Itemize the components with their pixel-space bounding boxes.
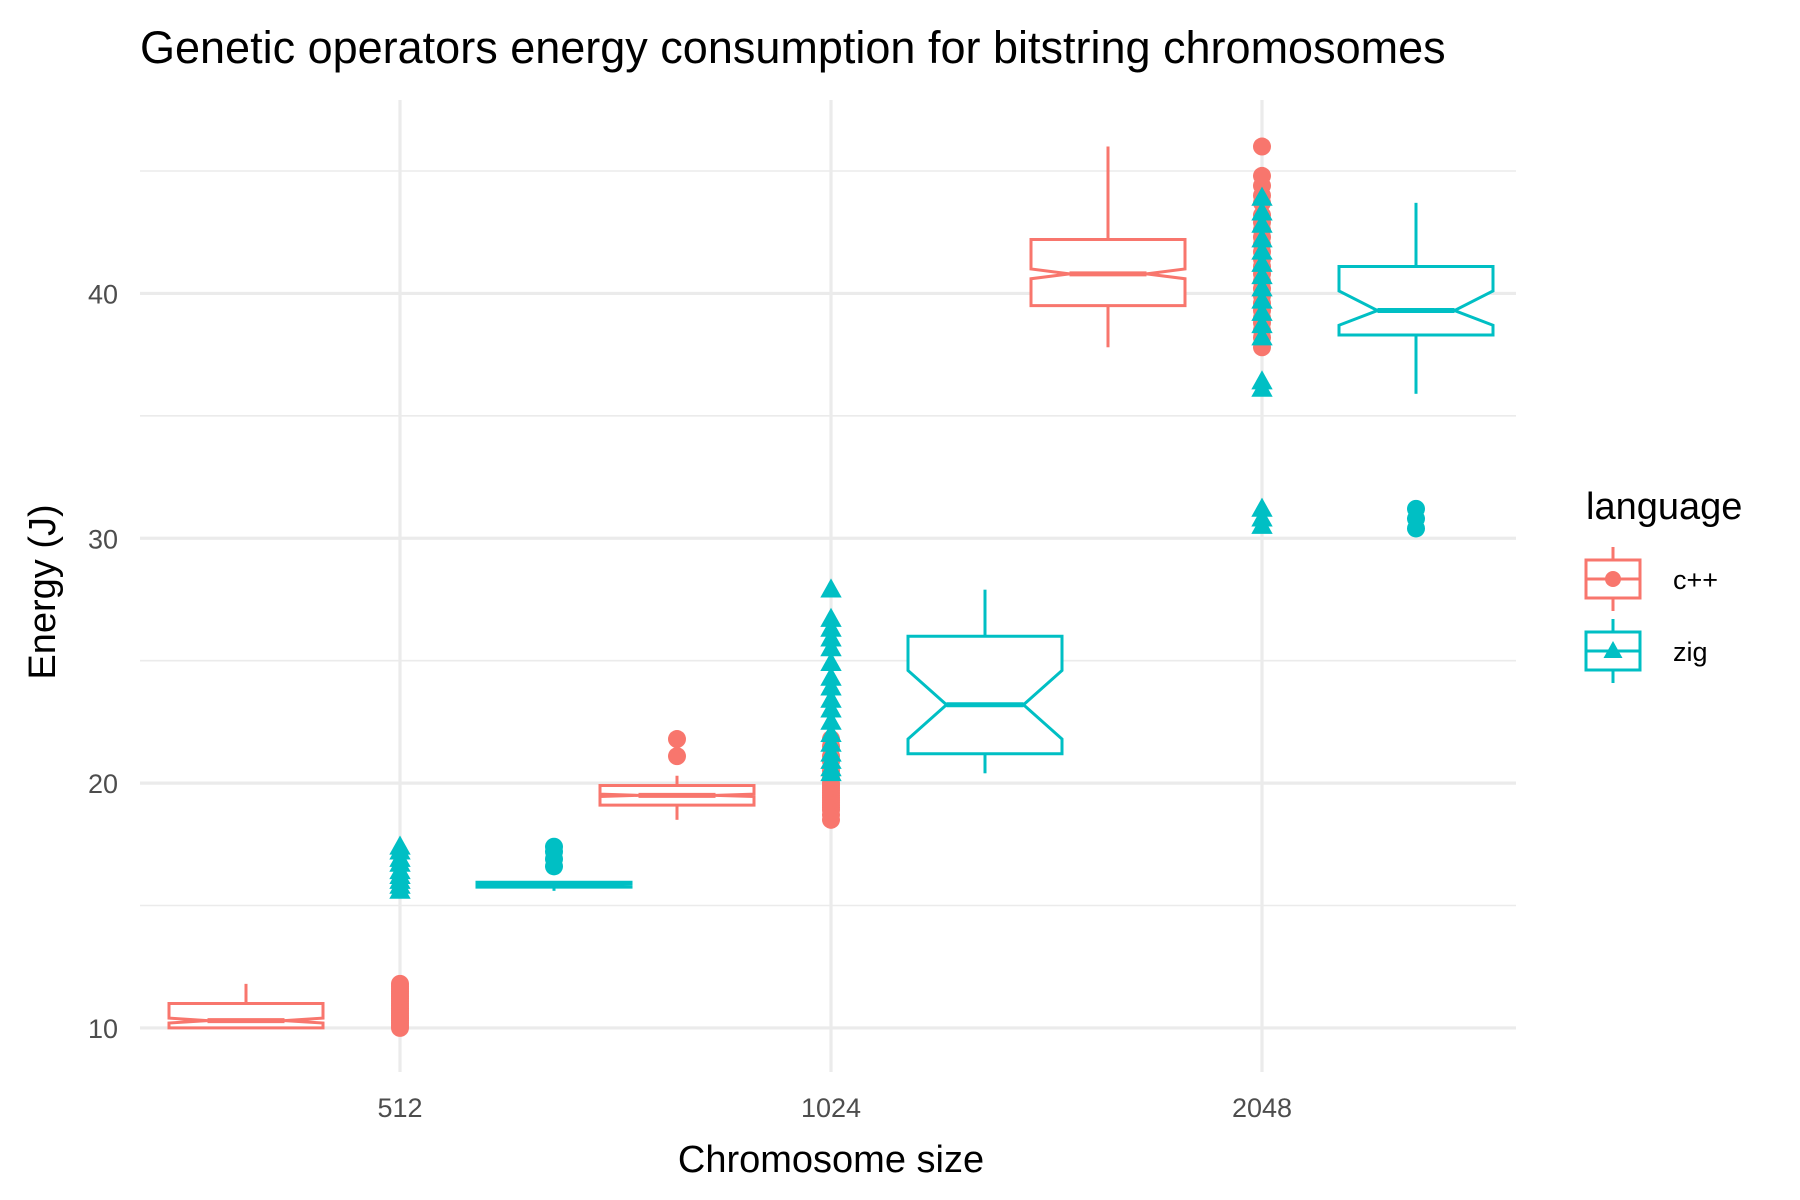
data-point bbox=[820, 688, 842, 708]
data-point bbox=[391, 974, 409, 993]
data-point bbox=[1253, 137, 1271, 156]
data-point bbox=[820, 651, 842, 671]
data-point bbox=[820, 578, 842, 598]
x-axis-ticks: 512 1024 2048 bbox=[377, 1093, 1292, 1123]
y-tick-label: 40 bbox=[88, 279, 118, 309]
legend-key-marker bbox=[1603, 641, 1623, 658]
data-point bbox=[1251, 240, 1273, 260]
data-point bbox=[820, 732, 842, 752]
data-point bbox=[1251, 301, 1273, 321]
y-axis-title: Energy (J) bbox=[22, 504, 64, 679]
data-point bbox=[1251, 289, 1273, 309]
legend-label: zig bbox=[1673, 637, 1708, 667]
data-point bbox=[1251, 265, 1273, 285]
boxplot-zig-512 bbox=[389, 835, 633, 899]
data-point bbox=[820, 627, 842, 647]
data-point bbox=[1251, 313, 1273, 334]
series-zig bbox=[389, 186, 1495, 899]
legend-item-zig: zig bbox=[1584, 619, 1708, 683]
data-point bbox=[820, 607, 842, 627]
data-point bbox=[1253, 166, 1271, 185]
outlier-point bbox=[668, 730, 686, 749]
notched-box bbox=[906, 634, 1064, 756]
outlier-point bbox=[668, 747, 686, 766]
data-point bbox=[1251, 497, 1273, 517]
chart-marks bbox=[167, 137, 1495, 1037]
data-point bbox=[820, 698, 842, 718]
x-tick-label: 1024 bbox=[801, 1093, 861, 1123]
y-tick-label: 30 bbox=[88, 524, 118, 554]
data-point bbox=[1251, 507, 1273, 527]
data-point bbox=[1251, 252, 1273, 272]
data-point bbox=[820, 676, 842, 696]
chart-title: Genetic operators energy consumption for… bbox=[140, 22, 1446, 73]
notched-box bbox=[167, 1001, 325, 1030]
legend: language c++ zig bbox=[1584, 486, 1742, 683]
data-point bbox=[820, 666, 842, 686]
boxplot-c++-512 bbox=[167, 974, 409, 1037]
data-point bbox=[820, 637, 842, 657]
y-axis-ticks: 10 20 30 40 bbox=[88, 279, 118, 1044]
data-point bbox=[820, 710, 842, 730]
data-point bbox=[820, 617, 842, 637]
series-c++ bbox=[167, 137, 1271, 1037]
x-axis-title: Chromosome size bbox=[678, 1139, 984, 1181]
outlier-point bbox=[1407, 499, 1425, 518]
x-tick-label: 512 bbox=[377, 1093, 422, 1123]
data-point bbox=[1251, 277, 1273, 297]
data-point bbox=[1251, 186, 1273, 206]
boxplot-zig-1024 bbox=[820, 578, 1064, 782]
legend-label: c++ bbox=[1673, 565, 1718, 595]
data-point bbox=[389, 835, 411, 855]
data-point bbox=[820, 722, 842, 743]
boxplot-c++-1024 bbox=[598, 730, 840, 829]
x-tick-label: 2048 bbox=[1232, 1093, 1292, 1123]
data-point bbox=[1251, 370, 1273, 390]
outlier-point bbox=[545, 837, 563, 856]
y-tick-label: 10 bbox=[88, 1014, 118, 1044]
data-point bbox=[1251, 213, 1273, 233]
legend-title: language bbox=[1586, 486, 1742, 528]
legend-items: c++ zig bbox=[1584, 547, 1718, 683]
boxplot-zig-2048 bbox=[1251, 186, 1495, 538]
legend-item-c++: c++ bbox=[1584, 547, 1718, 611]
data-point bbox=[820, 742, 842, 762]
data-point bbox=[1251, 228, 1273, 248]
legend-key-marker bbox=[1605, 571, 1621, 587]
data-point bbox=[1251, 201, 1273, 221]
data-point bbox=[1251, 326, 1273, 346]
notched-box bbox=[1337, 264, 1495, 337]
y-tick-label: 20 bbox=[88, 769, 118, 799]
